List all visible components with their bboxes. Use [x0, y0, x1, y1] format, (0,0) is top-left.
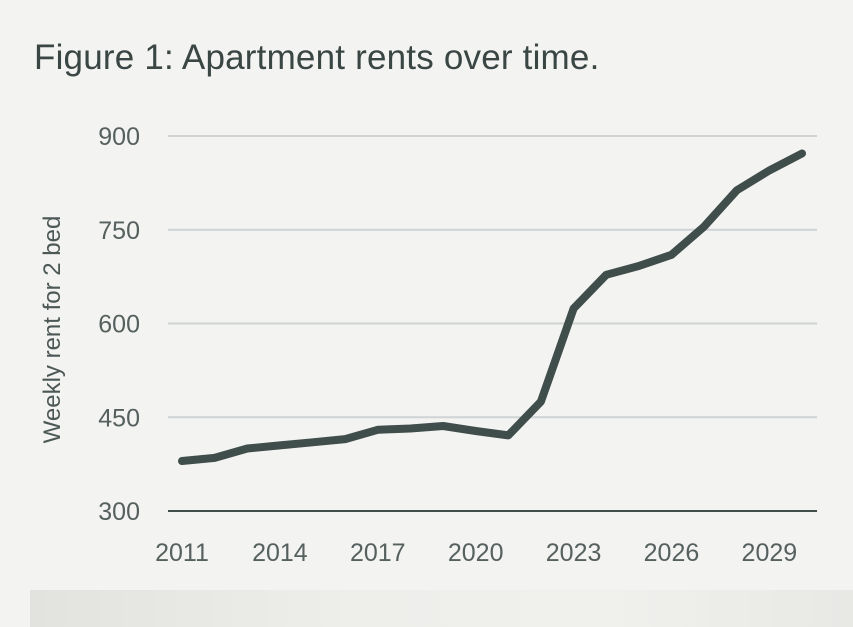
x-tick-label-2014: 2014	[252, 539, 308, 567]
x-tick-label-2011: 2011	[155, 539, 209, 567]
y-axis-label: Weekly rent for 2 bed	[39, 216, 66, 444]
y-tick-label-900: 900	[98, 123, 140, 151]
bottom-strip	[30, 590, 853, 627]
series-group	[178, 149, 806, 465]
gridlines	[168, 135, 817, 512]
x-tick-label-2020: 2020	[448, 539, 504, 567]
y-tick-label-450: 450	[98, 404, 140, 432]
y-tick-label-600: 600	[98, 311, 140, 339]
x-tick-label-2029: 2029	[742, 539, 798, 567]
x-tick-label-2017: 2017	[350, 539, 406, 567]
chart-title: Figure 1: Apartment rents over time.	[34, 38, 600, 77]
x-tick-label-2023: 2023	[546, 539, 602, 567]
y-axis-ticks: 300 450 600 750 900	[98, 123, 140, 526]
y-tick-label-300: 300	[98, 498, 140, 526]
x-axis-ticks: 2011 2014 2017 2020 2023 2026 2029	[155, 539, 797, 567]
x-tick-label-2026: 2026	[644, 539, 700, 567]
series-line-0	[178, 149, 806, 465]
y-tick-label-750: 750	[98, 217, 140, 245]
